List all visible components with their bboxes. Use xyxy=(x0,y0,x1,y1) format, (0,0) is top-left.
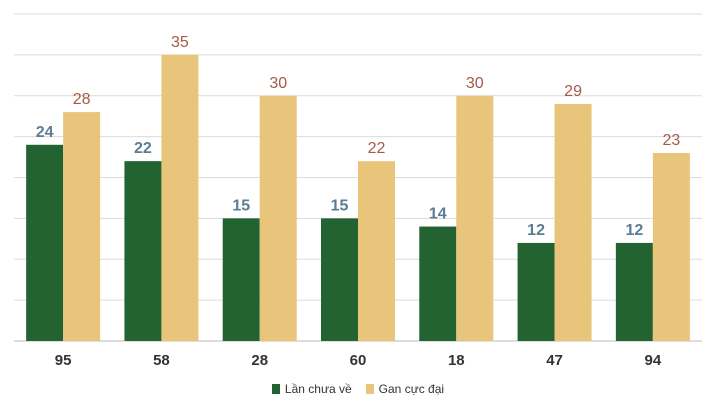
data-label-series-2-47: 29 xyxy=(564,83,582,100)
data-label-series-2-58: 35 xyxy=(171,34,189,51)
x-tick-label: 28 xyxy=(251,352,268,369)
legend-swatch-series-1 xyxy=(271,384,280,394)
bar-series-2-47[interactable] xyxy=(554,103,592,341)
bar-series-2-58[interactable] xyxy=(161,54,199,341)
data-label-series-1-58: 22 xyxy=(134,140,152,157)
x-tick-label: 95 xyxy=(55,352,72,369)
bar-series-2-60[interactable] xyxy=(358,161,395,341)
bar-series-1-18[interactable] xyxy=(419,226,457,341)
legend-item-series-1[interactable]: Lần chưa về xyxy=(271,382,352,396)
data-label-series-2-28: 30 xyxy=(269,75,287,92)
legend-swatch-series-2 xyxy=(365,384,374,394)
bar-series-1-47[interactable] xyxy=(517,242,555,341)
x-tick-label: 58 xyxy=(153,352,170,369)
bar-series-1-58[interactable] xyxy=(124,161,162,341)
x-tick-label: 94 xyxy=(645,352,662,369)
data-label-series-2-95: 28 xyxy=(73,91,91,108)
data-label-series-1-28: 15 xyxy=(232,197,250,214)
data-label-series-2-94: 23 xyxy=(662,132,680,149)
legend: Lần chưa về Gan cực đại xyxy=(0,382,716,396)
bar-chart: 24 28 22 35 15 30 15 22 14 30 12 29 12 23 95 58 28 60 18 4… xyxy=(14,13,702,369)
x-tick-label: 47 xyxy=(546,352,563,369)
x-tick-label: 18 xyxy=(448,352,465,369)
data-label-series-1-94: 12 xyxy=(625,222,643,239)
bar-series-2-28[interactable] xyxy=(259,95,297,341)
data-label-series-1-95: 24 xyxy=(36,124,54,141)
legend-label-series-2: Gan cực đại xyxy=(378,382,445,396)
legend-label-series-1: Lần chưa về xyxy=(284,382,352,396)
legend-item-series-2[interactable]: Gan cực đại xyxy=(365,382,445,396)
data-label-series-2-60: 22 xyxy=(368,140,386,157)
data-label-series-1-47: 12 xyxy=(527,222,545,239)
bar-series-2-95[interactable] xyxy=(63,112,101,341)
bars xyxy=(26,54,690,341)
bar-series-2-18[interactable] xyxy=(456,95,494,341)
bar-series-1-60[interactable] xyxy=(321,218,358,341)
bar-series-1-95[interactable] xyxy=(26,144,64,341)
data-label-series-1-60: 15 xyxy=(331,197,349,214)
data-label-series-1-18: 14 xyxy=(429,206,447,223)
bar-series-1-94[interactable] xyxy=(615,242,653,341)
data-label-series-2-18: 30 xyxy=(466,75,484,92)
bar-series-1-28[interactable] xyxy=(222,218,260,341)
value-labels: 24 28 22 35 15 30 15 22 14 30 12 29 12 23 xyxy=(36,34,681,239)
bar-series-2-94[interactable] xyxy=(652,152,690,341)
x-tick-label: 60 xyxy=(350,352,367,369)
x-axis-ticks: 95 58 28 60 18 47 94 xyxy=(55,352,662,369)
